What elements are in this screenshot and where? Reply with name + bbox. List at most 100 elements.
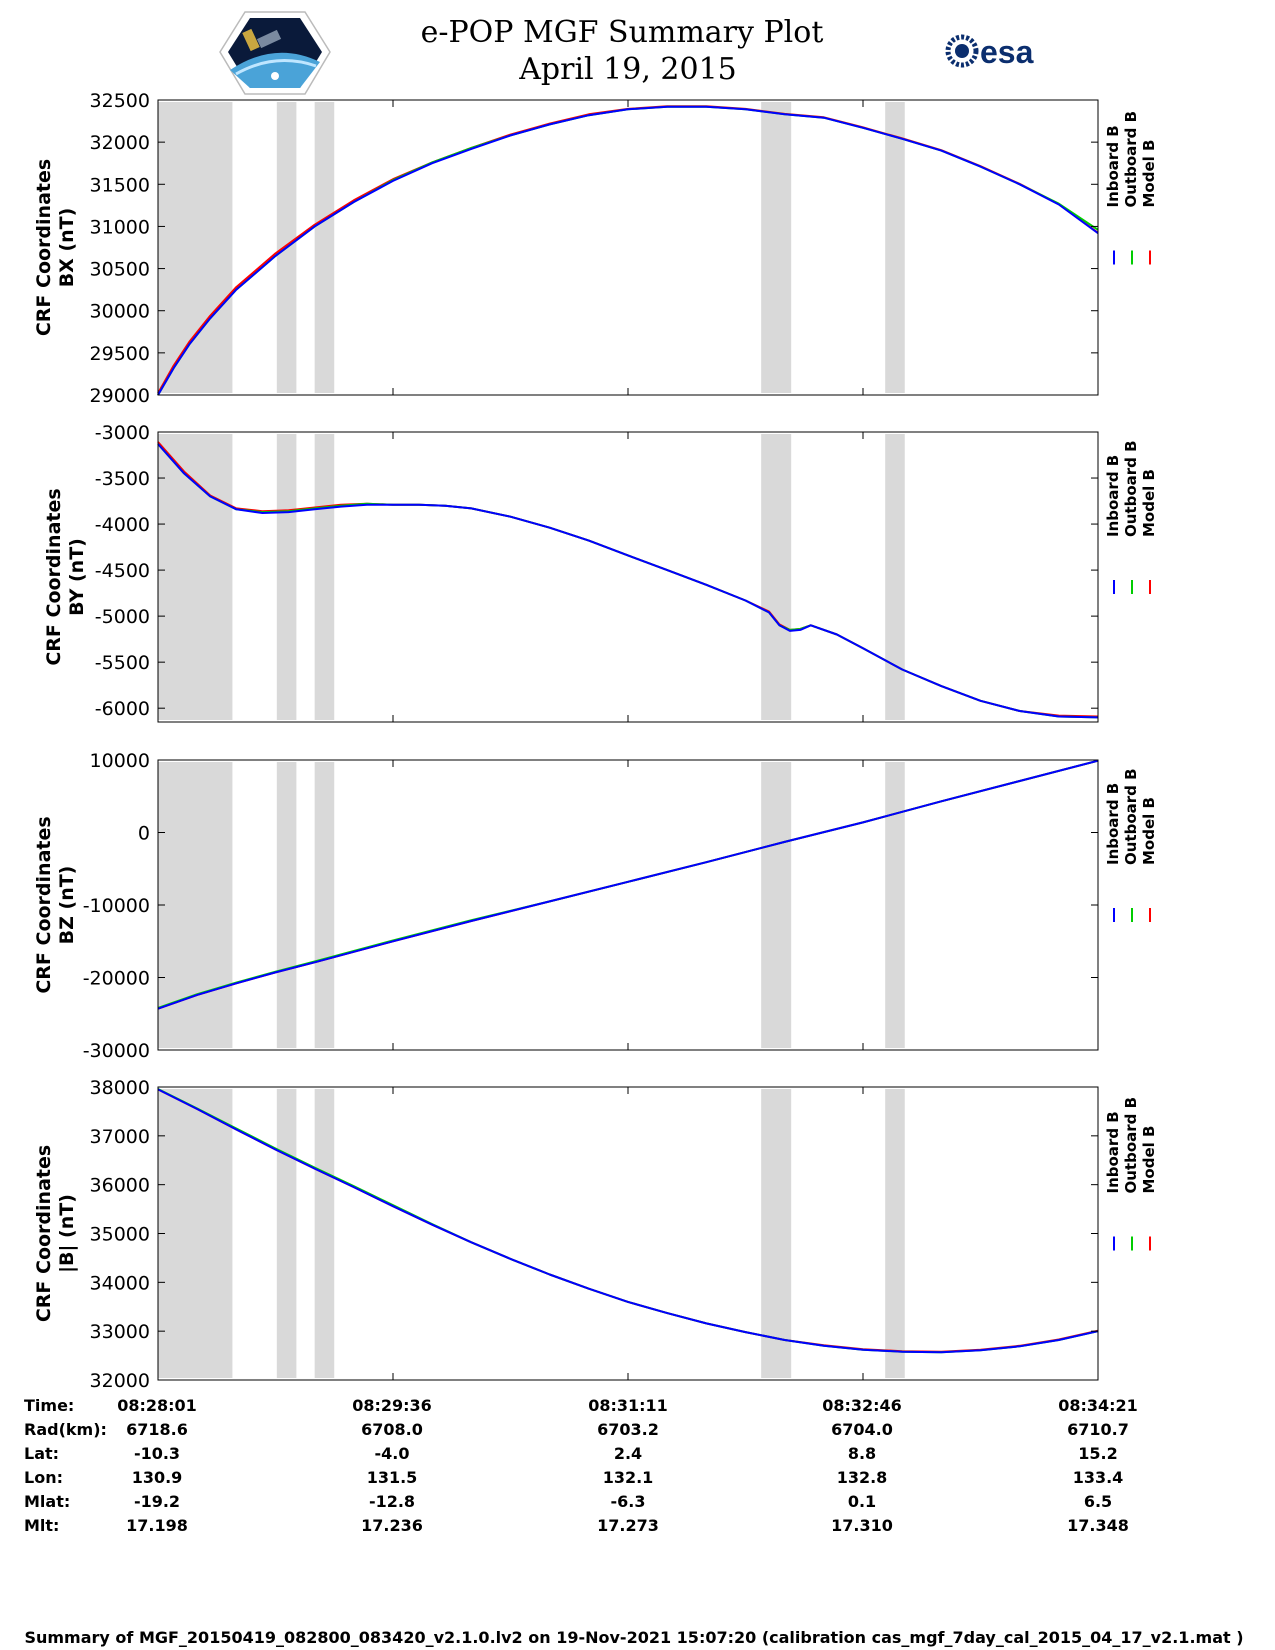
y-tick-label: 36000 [90,1175,150,1197]
y-tick-label: -5500 [95,652,150,674]
legend-label: Model B [1140,469,1158,537]
info-cell: 132.8 [837,1468,888,1487]
y-tick-label: -4500 [95,560,150,582]
y-tick-label: 35000 [90,1224,150,1246]
shaded-interval-4 [761,762,792,1048]
shaded-interval-2 [276,434,297,720]
info-row-label: Lat: [24,1444,59,1463]
info-row-label: Rad(km): [24,1420,107,1439]
plot-title-line1: e-POP MGF Summary Plot [421,15,824,50]
series-model-b [157,441,1099,718]
y-tick-label: 32000 [90,132,150,154]
info-cell: 131.5 [367,1468,418,1487]
info-cell: -12.8 [369,1492,415,1511]
info-cell: 0.1 [848,1492,876,1511]
y-tick-label: 38000 [90,1077,150,1099]
legend: Inboard B Outboard B Model B [1104,1097,1158,1251]
y-axis-label: CRF CoordinatesBZ (nT) [33,816,78,993]
y-tick-label: -10000 [83,895,150,917]
y-tick-label: 31000 [90,216,150,238]
y-tick-label: 30500 [90,259,150,281]
info-cell: 17.236 [361,1516,423,1535]
series-inboard-b [157,759,1099,1010]
info-cell: 15.2 [1078,1444,1117,1463]
y-tick-label: -4000 [95,514,150,536]
shaded-interval-1 [158,762,233,1048]
series-outboard-b [157,1088,1099,1354]
shaded-interval-3 [314,434,335,720]
shaded-interval-5 [885,762,905,1048]
info-cell: 133.4 [1073,1468,1124,1487]
info-cell: -19.2 [134,1492,180,1511]
info-cell: 8.8 [848,1444,876,1463]
y-tick-label: -30000 [83,1040,150,1062]
info-cell: 2.4 [614,1444,642,1463]
info-cell: 130.9 [132,1468,183,1487]
y-axis-label-line1: CRF Coordinates [33,1145,55,1322]
series-model-b [157,1088,1099,1353]
info-cell: 6718.6 [126,1420,188,1439]
shaded-interval-2 [276,762,297,1048]
info-cell: 17.348 [1067,1516,1129,1535]
info-cell: 6708.0 [361,1420,423,1439]
ephemeris-table: Time: 08:28:01 08:29:36 08:31:11 08:32:46 08:… [24,1396,1138,1535]
info-row-label: Lon: [24,1468,63,1487]
y-tick-label: 29500 [90,343,150,365]
shaded-interval-3 [314,1089,335,1378]
y-axis-label-line2: BY (nT) [66,538,88,616]
legend-label: Outboard B [1122,768,1140,865]
shaded-interval-1 [158,434,233,720]
legend: Inboard B Outboard B Model B [1104,768,1158,922]
info-cell: 08:32:46 [822,1396,902,1415]
y-tick-label: 34000 [90,1272,150,1294]
info-row-label: Mlt: [24,1516,59,1535]
esa-logo-text: esa [980,34,1034,70]
panel-1: 29000 29500 30000 30500 31000 31500 32000 32500… [33,90,1158,407]
info-cell: 17.310 [831,1516,893,1535]
info-cell: -4.0 [375,1444,410,1463]
epop-mission-logo [219,11,331,95]
shaded-interval-5 [885,434,905,720]
shaded-interval-4 [761,1089,792,1378]
y-tick-label: -3000 [95,422,150,444]
y-tick-label: -5000 [95,606,150,628]
info-cell: -6.3 [611,1492,646,1511]
plot-frame [157,431,1099,723]
shaded-interval-4 [761,102,792,393]
esa-logo: esa [945,34,1034,70]
series-outboard-b [157,105,1099,396]
info-cell: 08:28:01 [117,1396,197,1415]
y-tick-label: 37000 [90,1126,150,1148]
legend: Inboard B Outboard B Model B [1104,111,1158,265]
chart-panels: 29000 29500 30000 30500 31000 31500 32000 32500… [33,90,1158,1392]
info-cell: 17.273 [597,1516,659,1535]
legend-label: Inboard B [1104,783,1122,865]
series-inboard-b [157,443,1099,719]
info-cell: 132.1 [603,1468,654,1487]
legend-label: Model B [1140,1126,1158,1194]
y-axis-label: CRF CoordinatesBY (nT) [43,488,88,665]
shaded-interval-1 [158,102,233,393]
info-cell: 6.5 [1084,1492,1112,1511]
legend-label: Inboard B [1104,1111,1122,1193]
y-axis-label-line2: |B| (nT) [56,1194,78,1273]
legend-label: Outboard B [1122,440,1140,537]
info-cell: 08:29:36 [352,1396,432,1415]
shaded-interval-3 [314,102,335,393]
plot-frame [157,1086,1099,1381]
info-cell: 08:31:11 [588,1396,668,1415]
y-tick-label: 32500 [90,90,150,112]
legend-label: Outboard B [1122,111,1140,208]
legend-label: Inboard B [1104,125,1122,207]
shaded-interval-5 [885,102,905,393]
shaded-interval-5 [885,1089,905,1378]
shaded-interval-3 [314,762,335,1048]
y-tick-label: 32000 [90,1370,150,1392]
plot-frame [157,99,1099,396]
info-cell: 17.198 [126,1516,188,1535]
y-axis-label-line1: CRF Coordinates [33,159,55,336]
y-tick-label: -3500 [95,468,150,490]
info-cell: 08:34:21 [1058,1396,1138,1415]
y-tick-label: -6000 [95,698,150,720]
